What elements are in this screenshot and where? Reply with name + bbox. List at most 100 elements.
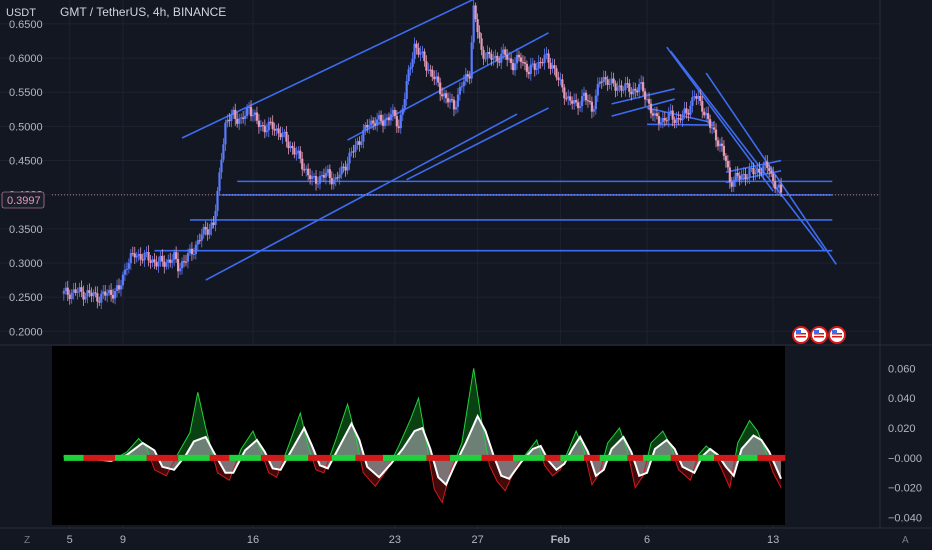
candle-body	[508, 58, 511, 60]
zero-band-segment	[623, 454, 628, 461]
trendline[interactable]	[666, 46, 774, 192]
us-flag-icon[interactable]	[828, 326, 846, 344]
candle-body	[480, 38, 483, 50]
zero-band-segment	[777, 454, 782, 461]
candle-body	[111, 294, 115, 299]
candle-body	[543, 55, 546, 63]
zero-band-segment	[292, 454, 297, 461]
candle-body	[450, 99, 454, 101]
candle-body	[393, 109, 396, 116]
candle-body	[427, 69, 430, 71]
candle-body	[409, 67, 412, 70]
zero-band-segment	[706, 454, 711, 461]
zero-band-segment	[584, 454, 589, 461]
zero-band-segment	[520, 454, 526, 461]
trendline[interactable]	[181, 0, 475, 139]
candle-body	[149, 260, 152, 263]
candle-body	[590, 101, 593, 112]
candle-body	[358, 141, 361, 145]
candle-body	[616, 87, 619, 91]
trendline[interactable]	[670, 50, 826, 252]
zero-band-segment	[308, 454, 313, 461]
candle-body	[649, 103, 653, 114]
candle-body	[689, 105, 692, 115]
candle-body	[460, 86, 463, 88]
candle-body	[287, 141, 290, 149]
zero-band-segment	[237, 454, 242, 461]
zero-band-segment	[426, 454, 431, 461]
zero-band-segment	[402, 454, 407, 461]
zero-band-segment	[670, 454, 675, 461]
zero-band-segment	[280, 454, 285, 461]
candle-body	[468, 76, 471, 79]
zero-band-segment	[91, 454, 96, 461]
candle-body	[592, 109, 595, 112]
candle-body	[155, 262, 158, 267]
candle-body	[728, 167, 731, 183]
candle-body	[565, 98, 568, 100]
trendline[interactable]	[611, 98, 675, 117]
zero-band-segment	[268, 454, 273, 461]
candle-body	[372, 120, 375, 124]
candle-body	[774, 181, 777, 189]
last-price-badge	[1, 191, 45, 209]
zero-band-segment	[654, 454, 660, 461]
candle-body	[247, 106, 251, 108]
event-flags[interactable]	[792, 326, 846, 344]
zero-band-segment	[548, 454, 553, 461]
trendline[interactable]	[406, 107, 549, 181]
candle-body	[748, 168, 751, 178]
zero-band-segment	[438, 454, 443, 461]
zero-band-segment	[741, 454, 746, 461]
candle-body	[98, 301, 101, 303]
trendline[interactable]	[611, 88, 675, 105]
candle-body	[403, 98, 406, 109]
candle-body	[716, 140, 720, 147]
candle-body	[614, 83, 617, 91]
candle-body	[379, 114, 383, 122]
time-axis-labels[interactable]: 5 9 16 23 27 Feb 6 13	[67, 534, 780, 546]
candle-body	[701, 101, 704, 112]
trendline[interactable]	[647, 123, 715, 126]
auto-scale-icon[interactable]: A	[902, 535, 909, 546]
zero-band-segment	[130, 454, 136, 461]
candle-body	[559, 79, 562, 81]
candle-body	[374, 123, 377, 126]
zero-band-segment	[587, 454, 593, 461]
zero-band-segment	[390, 454, 396, 461]
symbol-title[interactable]: GMT / TetherUS, 4h, BINANCE	[60, 5, 226, 19]
candle-body	[383, 119, 387, 126]
candle-body	[167, 259, 170, 263]
candle-body	[218, 172, 221, 191]
zero-band-segment	[241, 454, 246, 461]
zero-band-segment	[111, 454, 116, 461]
candle-body	[679, 118, 682, 121]
candle-body	[320, 175, 324, 177]
price-tick-label: 0.4500	[9, 156, 43, 168]
zero-band-segment	[560, 454, 565, 461]
candle-body	[630, 91, 633, 95]
candle-body	[261, 125, 264, 127]
candle-body	[441, 94, 444, 97]
candle-body	[253, 112, 257, 116]
candle-body	[496, 55, 499, 62]
zero-band-segment	[528, 454, 534, 461]
candle-body	[517, 54, 521, 58]
candle-body	[726, 160, 729, 168]
us-flag-icon[interactable]	[792, 326, 810, 344]
candle-body	[405, 81, 408, 99]
oscillator-axis-labels[interactable]: 0.060 0.040 0.020 −0.000 −0.020 −0.040	[888, 363, 922, 524]
candle-body	[184, 261, 188, 263]
candle-body	[419, 52, 422, 55]
zero-band-segment	[162, 454, 167, 461]
candle-body	[642, 82, 645, 92]
trendline[interactable]	[205, 113, 518, 281]
candle-body	[762, 165, 765, 174]
timezone-z-icon[interactable]: Z	[24, 535, 30, 546]
zero-band-segment	[327, 454, 333, 461]
us-flag-icon[interactable]	[810, 326, 828, 344]
candle-body	[584, 92, 588, 101]
oscillator-tick-label: 0.060	[888, 363, 916, 375]
zero-band-segment	[272, 454, 277, 461]
